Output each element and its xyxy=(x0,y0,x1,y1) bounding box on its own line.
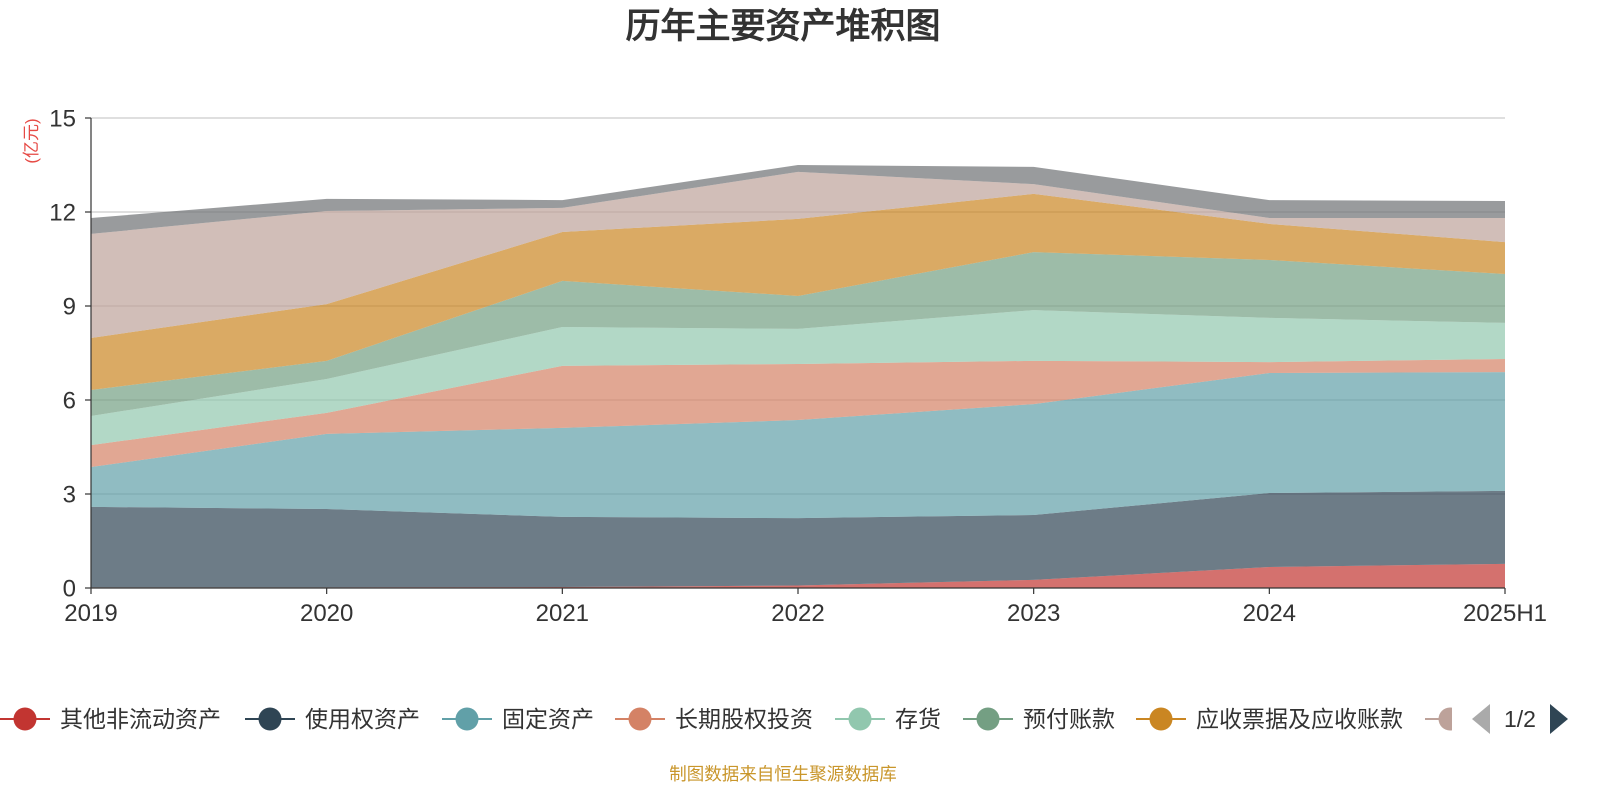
series-area-2 xyxy=(91,490,1505,588)
legend-item-4[interactable]: 长期股权投资 xyxy=(615,706,813,732)
source-note: 制图数据来自恒生聚源数据库 xyxy=(669,764,897,784)
legend-marker xyxy=(628,707,652,731)
x-tick-label: 2023 xyxy=(1007,600,1060,627)
legend-item-6[interactable]: 预付账款 xyxy=(963,706,1115,732)
legend-prev-page-icon[interactable] xyxy=(1472,704,1490,734)
x-tick-label: 2021 xyxy=(536,600,589,627)
legend-label: 其他非流动资产 xyxy=(60,706,221,732)
legend-marker xyxy=(258,707,282,731)
series-area-8 xyxy=(91,171,1505,338)
series-area-7 xyxy=(91,193,1505,390)
y-tick-label: 6 xyxy=(63,388,76,415)
legend-marker xyxy=(1149,707,1173,731)
legend-label: 存货 xyxy=(895,706,941,732)
y-axis-ticks: 0 3 6 9 12 15 xyxy=(49,106,91,603)
legend-marker xyxy=(848,707,872,731)
x-axis-ticks: 2019 2020 2021 2022 2023 2024 2025H1 xyxy=(64,588,1547,627)
y-tick-label: 0 xyxy=(63,576,76,603)
legend-marker xyxy=(455,707,479,731)
x-tick-label: 2024 xyxy=(1243,600,1296,627)
y-axis-name: (亿元) xyxy=(22,118,41,163)
legend-item-3[interactable]: 固定资产 xyxy=(442,706,594,732)
legend-marker xyxy=(1438,707,1452,731)
y-tick-label: 9 xyxy=(63,294,76,321)
y-tick-label: 3 xyxy=(63,482,76,509)
x-tick-label: 2019 xyxy=(64,600,117,627)
legend-label: 使用权资产 xyxy=(305,706,420,732)
legend-item-7[interactable]: 应收票据及应收账款 xyxy=(1136,706,1403,732)
legend-label: 长期股权投资 xyxy=(675,706,813,732)
x-tick-label: 2025H1 xyxy=(1463,600,1547,627)
chart-title: 历年主要资产堆积图 xyxy=(625,7,940,46)
series-area-4 xyxy=(91,358,1505,468)
series-areas xyxy=(91,165,1505,588)
series-area-9 xyxy=(91,165,1505,234)
legend-label: 应收票据及应收账款 xyxy=(1196,706,1403,732)
legend-item-5[interactable]: 存货 xyxy=(835,706,941,732)
x-tick-label: 2020 xyxy=(300,600,353,627)
legend-item-8[interactable] xyxy=(1425,707,1475,731)
legend-next-page-icon[interactable] xyxy=(1550,704,1568,734)
legend: 其他非流动资产 使用权资产 固定资产 长期股权投资 存货 预付账款 xyxy=(0,706,1475,732)
series-area-5 xyxy=(91,310,1505,446)
y-tick-label: 15 xyxy=(49,106,76,133)
legend-label: 预付账款 xyxy=(1023,706,1115,732)
y-tick-label: 12 xyxy=(49,200,76,227)
series-area-1 xyxy=(91,563,1505,588)
x-tick-label: 2022 xyxy=(771,600,824,627)
series-area-3 xyxy=(91,372,1505,519)
legend-item-1[interactable]: 其他非流动资产 xyxy=(0,706,221,732)
legend-pager: 1/2 xyxy=(1472,704,1568,734)
legend-item-2[interactable]: 使用权资产 xyxy=(245,706,420,732)
series-area-6 xyxy=(91,252,1505,416)
legend-marker xyxy=(13,707,37,731)
legend-label: 固定资产 xyxy=(502,706,594,732)
legend-page-indicator: 1/2 xyxy=(1504,706,1536,732)
legend-marker xyxy=(976,707,1000,731)
